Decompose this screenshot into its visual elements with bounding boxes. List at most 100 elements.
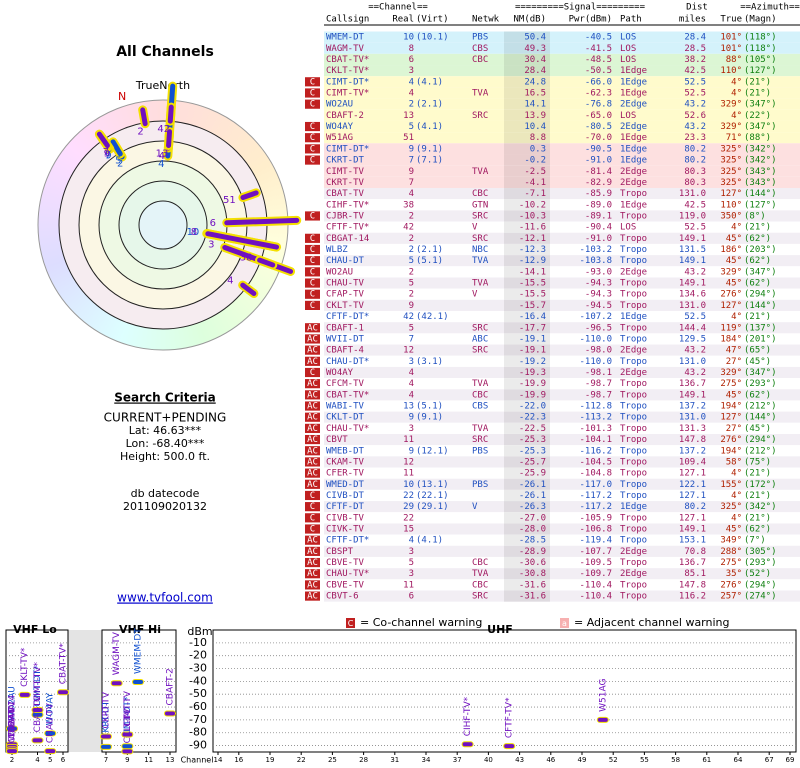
table-cell: TVA: [472, 379, 489, 389]
station-label: CFAP-TV: [8, 706, 18, 743]
table-cell: 52.5: [684, 223, 706, 233]
nm-cell: [504, 98, 550, 110]
table-cell: (21°): [744, 491, 771, 501]
warning-flag: AC: [307, 323, 318, 333]
table-cell: CHAU-DT: [326, 256, 365, 266]
nm-cell: [504, 366, 550, 379]
table-cell: 3: [409, 569, 414, 579]
table-cell: Tropo: [620, 446, 647, 456]
table-cell: Tropo: [620, 279, 647, 289]
warning-flag: C: [310, 502, 315, 512]
station-label: CIMT-DT*: [33, 665, 43, 707]
x-tick-label: 22: [297, 756, 306, 764]
table-cell: WMED-DT: [326, 480, 365, 490]
station-channel: 9: [105, 151, 111, 162]
table-cell: PBS: [472, 446, 488, 456]
table-cell: Tropo: [620, 379, 647, 389]
nm-cell: [504, 389, 550, 401]
table-cell: 325°: [720, 167, 742, 177]
table-cell: (8°): [744, 211, 766, 221]
table-cell: V: [472, 290, 478, 300]
table-cell: CIVB-TV: [326, 513, 365, 523]
table-cell: CKAM-TV: [326, 457, 365, 467]
table-cell: 80.2: [684, 502, 706, 512]
band-label: VHF Hi: [119, 623, 161, 636]
x-tick-label: 37: [453, 756, 462, 764]
table-cell: WO2AU: [326, 267, 353, 277]
nm-cell: [504, 243, 550, 256]
table-cell: (2.1): [416, 245, 443, 255]
table-cell: CIMT-TV: [326, 167, 365, 177]
signal-bar: [504, 744, 515, 749]
table-cell: 42.5: [684, 200, 706, 210]
y-tick-label: -50: [189, 687, 207, 700]
nm-cell: [504, 556, 550, 569]
table-row: [324, 400, 800, 412]
table-row: [324, 556, 800, 569]
station-label: CKLT-TV: [123, 708, 133, 744]
warning-icon: [305, 401, 320, 411]
link[interactable]: www.tvfool.com: [117, 591, 213, 605]
table-cell: -107.7: [579, 547, 612, 557]
warning-icon: [305, 468, 320, 478]
table-cell: CBS: [472, 44, 488, 54]
table-cell: (293°): [744, 379, 777, 389]
table-row: [324, 154, 800, 166]
table-cell: 27°: [726, 424, 742, 434]
signal-bar: [165, 711, 175, 716]
nm-cell: [504, 42, 550, 54]
table-row: [324, 366, 800, 379]
table-cell: LOS: [620, 33, 636, 43]
table-cell: (12.1): [416, 446, 449, 456]
signal-bar: [111, 681, 122, 686]
table-cell: 4°: [731, 88, 742, 98]
station-marker: [96, 131, 110, 149]
station-label: CKRT-DT: [102, 700, 112, 739]
table-cell: 10: [403, 480, 414, 490]
table-cell: 275°: [720, 379, 742, 389]
station-channel: 2: [137, 127, 143, 138]
warning-icon: [305, 334, 320, 344]
table-cell: 257°: [720, 592, 742, 602]
table-cell: -103.2: [579, 245, 612, 255]
station-label: CHAU-TV: [46, 702, 56, 743]
table-cell: 147.8: [679, 435, 706, 445]
table-cell: -65.0: [585, 111, 612, 121]
column-group: =========Signal=========: [515, 3, 646, 13]
warning-flag: AC: [307, 413, 318, 423]
table-cell: -30.8: [519, 569, 546, 579]
signal-bar: [122, 744, 133, 749]
table-cell: -81.4: [585, 167, 612, 177]
table-row: [324, 210, 800, 222]
table-cell: CBSPT: [326, 547, 354, 557]
table-row: [324, 433, 800, 446]
x-tick-label: 43: [515, 756, 524, 764]
table-cell: -109.5: [579, 558, 612, 568]
warning-flag: C: [310, 245, 315, 255]
table-row: [324, 512, 800, 524]
table-cell: -22.3: [519, 413, 546, 423]
table-cell: -50.5: [585, 66, 612, 76]
table-cell: 110°: [720, 66, 742, 76]
x-tick-label: 31: [390, 756, 399, 764]
station-label: CBAT-TV: [33, 695, 43, 733]
table-cell: 1Edge: [620, 66, 647, 76]
table-cell: -19.9: [519, 390, 546, 400]
warning-flag: C: [310, 234, 315, 244]
table-cell: Tropo: [620, 402, 647, 412]
table-row: [324, 299, 800, 311]
table-cell: (347°): [744, 368, 777, 378]
warning-flag: AC: [307, 536, 318, 546]
table-cell: 4°: [731, 77, 742, 87]
table-cell: CBAFT-2: [326, 111, 364, 121]
table-cell: 58°: [726, 457, 742, 467]
table-cell: Tropo: [620, 301, 647, 311]
table-cell: 1Edge: [620, 88, 647, 98]
table-cell: -112.8: [579, 402, 612, 412]
table-cell: 11: [403, 580, 414, 590]
x-tick-label: 46: [546, 756, 555, 764]
table-cell: -10.3: [519, 211, 546, 221]
table-cell: -28.9: [519, 547, 546, 557]
table-cell: 43.2: [684, 122, 706, 132]
table-cell: 127°: [720, 413, 742, 423]
